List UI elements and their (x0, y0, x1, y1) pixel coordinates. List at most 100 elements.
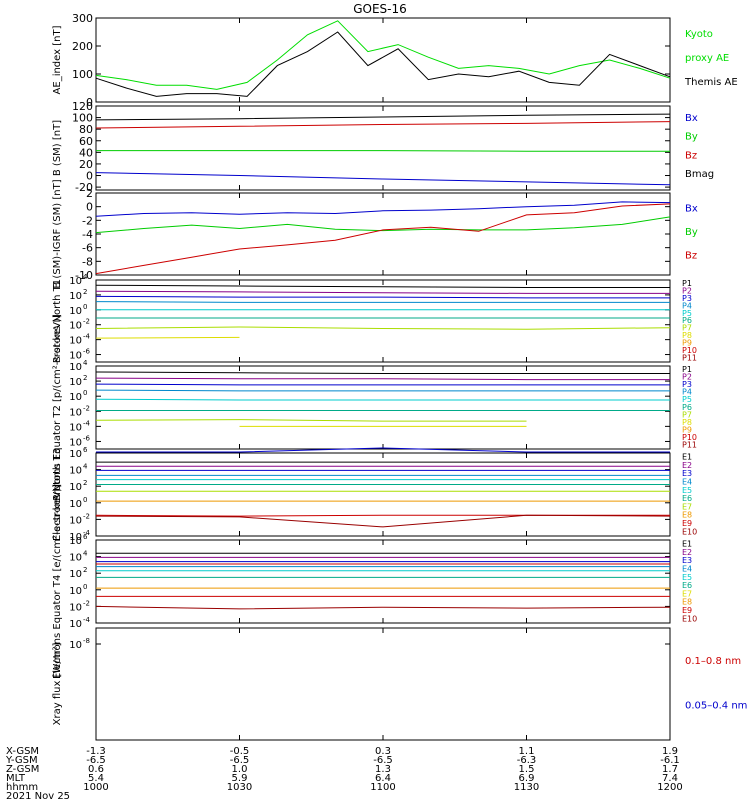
footer-row-value: -6.5 (86, 755, 106, 766)
y-tick-label: 200 (72, 40, 93, 53)
y-tick-label: 80 (79, 123, 93, 136)
legend-label: E10 (682, 614, 697, 623)
legend-label: P3 (682, 294, 692, 303)
legend-label: Bz (685, 251, 697, 262)
y-tick-label: 10 (69, 392, 82, 403)
y-tick-label: 10 (69, 351, 82, 362)
series-line-p7 (95, 419, 527, 422)
series-line-p1 (95, 371, 670, 374)
footer-row-label: X-GSM (6, 746, 39, 757)
footer-row-label: Y-GSM (5, 755, 38, 766)
legend-label: proxy AE (685, 53, 729, 64)
y-tick-label: 100 (72, 112, 93, 125)
legend-label: Kyoto (685, 29, 713, 40)
series-line-p7 (95, 326, 671, 330)
footer-row-value: 1.7 (662, 764, 678, 775)
footer-row-value: 1.0 (232, 764, 248, 775)
legend-label: E6 (682, 494, 692, 503)
y-axis-label: Electrons Equator T4 [e/(cm²-s-sr-keV)] (52, 484, 63, 679)
y-tick-exponent: 2 (83, 288, 87, 296)
footer-row-value: -6.5 (373, 755, 393, 766)
legend-label: P4 (682, 301, 692, 310)
series-line-p3 (95, 383, 670, 386)
legend-label: P6 (682, 316, 692, 325)
legend-label: E7 (682, 502, 692, 511)
footer-row-value: -6.1 (660, 755, 680, 766)
panel-frame (95, 192, 671, 276)
footer-row-value: 5.4 (88, 773, 104, 784)
y-tick-label: 0 (86, 96, 93, 109)
series-line-bz (95, 203, 671, 275)
legend-label: E5 (682, 486, 692, 495)
footer-row-value: 5.9 (232, 773, 248, 784)
y-tick-exponent: -2 (83, 318, 90, 326)
legend-label: E3 (682, 469, 692, 478)
footer-row-value: 1100 (370, 782, 395, 793)
series-line-p4 (95, 301, 670, 303)
legend-label: E9 (682, 606, 692, 615)
legend-label: E4 (682, 478, 692, 487)
y-tick-label: 10 (69, 377, 82, 388)
series-line-p5 (95, 398, 670, 401)
series-line-0-05-0-4-nm (96, 447, 670, 453)
panel-frame (95, 627, 671, 741)
series-line-by (96, 150, 670, 152)
legend-label: 0.05–0.4 nm (685, 701, 747, 712)
panel-frame (95, 452, 671, 537)
legend-label: P7 (682, 324, 692, 333)
legend-label: Themis AE (684, 77, 738, 88)
y-tick-exponent: -2 (83, 599, 90, 607)
series-line-e9 (95, 605, 671, 610)
legend-label: P10 (682, 433, 697, 442)
y-tick-label: 10 (69, 407, 82, 418)
y-tick-label: 10 (69, 422, 82, 433)
panel-1: 0 100 200 300 AE_index [nT] Kyoto proxy AE Them… (52, 12, 738, 109)
series-line-bz (95, 121, 671, 129)
legend-label: E7 (682, 589, 692, 598)
y-tick-exponent: 4 (83, 273, 88, 281)
y-tick-exponent: -8 (83, 637, 90, 645)
legend-label: P2 (682, 286, 692, 295)
y-tick-label: 120 (72, 100, 93, 113)
y-tick-label: 10 (69, 515, 82, 526)
y-tick-label: -4 (82, 228, 93, 241)
legend-label: E8 (682, 511, 692, 520)
legend-label: E2 (682, 548, 692, 557)
y-tick-label: 40 (79, 146, 93, 159)
series-line-bx (95, 201, 671, 217)
legend-label: P1 (682, 365, 692, 374)
y-tick-exponent: -6 (83, 434, 91, 442)
y-tick-exponent: 4 (83, 463, 88, 471)
legend-label: P6 (682, 403, 692, 412)
legend-label: Bx (685, 113, 698, 124)
footer-row-label: Z-GSM (6, 764, 39, 775)
legend-label: E2 (682, 461, 692, 470)
legend-label: P7 (682, 410, 692, 419)
legend-label: P3 (682, 380, 692, 389)
legend-label: P11 (682, 440, 697, 449)
footer-row-value: 7.4 (662, 773, 678, 784)
footer-row-value: 0.3 (375, 746, 391, 757)
y-axis-label: B (SM)-IGRF (SM) [nT] (52, 179, 63, 288)
y-tick-label: 100 (72, 68, 93, 81)
y-tick-label: 0 (86, 201, 93, 214)
y-tick-label: 10 (69, 586, 82, 597)
legend-label: P2 (682, 373, 692, 382)
legend-label: P8 (682, 331, 692, 340)
y-tick-label: -2 (82, 214, 93, 227)
y-tick-exponent: -6 (83, 348, 91, 356)
footer-date: 2021 Nov 25 (6, 791, 70, 800)
y-tick-label: -10 (75, 269, 93, 282)
legend-label: By (685, 132, 698, 143)
footer-row-value: 1200 (657, 782, 682, 793)
legend-label: E3 (682, 556, 692, 565)
series-line-p2 (95, 290, 670, 294)
y-axis-label: AE_index [nT] (52, 25, 63, 94)
figure-title: GOES-16 (353, 2, 407, 16)
footer-row-value: 6.4 (375, 773, 391, 784)
y-tick-exponent: 4 (83, 359, 88, 367)
y-tick-label: 10 (69, 640, 82, 651)
